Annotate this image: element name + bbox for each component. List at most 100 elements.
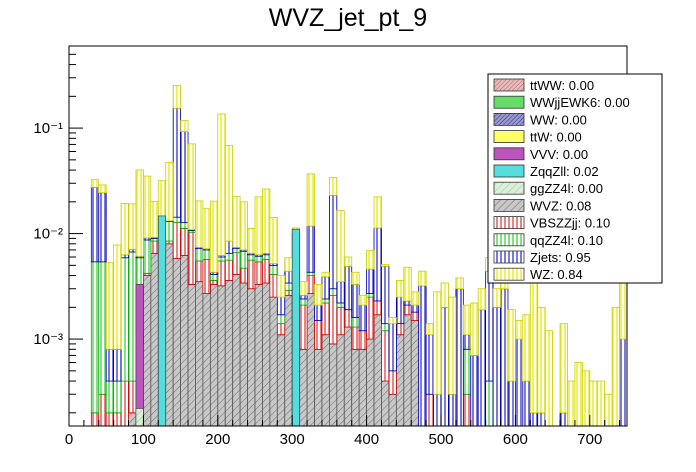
bar: [410, 291, 420, 306]
bar: [321, 298, 330, 304]
legend-label: ttW: 0.00: [530, 130, 582, 145]
bar: [299, 298, 308, 306]
bar: [403, 314, 412, 426]
bar: [254, 255, 263, 263]
legend-box: [487, 73, 663, 284]
bar: [113, 380, 122, 414]
bar: [284, 289, 293, 296]
legend-label: VBSZZjj: 0.10: [530, 216, 610, 231]
bar: [209, 279, 219, 285]
bar: [306, 173, 315, 227]
bar: [276, 323, 286, 336]
bar: [269, 264, 278, 275]
bar: [172, 107, 182, 218]
bar: [455, 277, 464, 290]
bar: [418, 285, 427, 426]
legend-swatch: [493, 113, 525, 126]
bar: [314, 348, 323, 426]
bar: [410, 320, 420, 426]
bar: [105, 348, 115, 382]
bar: [455, 288, 464, 426]
bar: [381, 264, 390, 267]
bar: [321, 302, 330, 336]
bar: [224, 240, 234, 254]
bar: [537, 412, 546, 426]
bar: [150, 200, 159, 238]
legend-swatch: [493, 198, 525, 212]
bar: [187, 283, 196, 426]
bar: [448, 296, 457, 395]
y-tick-label: 10⁻¹: [33, 120, 63, 137]
bar: [113, 244, 122, 350]
bar: [395, 279, 405, 298]
legend-label: WZ: 0.84: [530, 267, 583, 282]
bar: [358, 294, 368, 306]
bar: [351, 326, 360, 350]
bar: [232, 248, 241, 254]
bar: [262, 258, 271, 284]
overlay-zqqzll: [157, 215, 300, 426]
bar: [314, 320, 323, 350]
bar: [232, 274, 241, 426]
x-tick-label: 300: [280, 431, 305, 448]
bar: [269, 274, 278, 298]
bar: [351, 283, 360, 318]
bar: [462, 393, 472, 426]
bar: [328, 195, 338, 290]
bar: [381, 330, 390, 382]
bar: [366, 250, 375, 270]
bar: [98, 184, 107, 194]
x-tick-label: 400: [354, 431, 379, 448]
y-tick-label: 10⁻³: [33, 331, 63, 348]
bar: [515, 320, 524, 340]
bar: [135, 408, 144, 426]
bar: [224, 252, 234, 261]
bar: [217, 260, 226, 287]
bar: [314, 304, 323, 321]
bar: [239, 201, 248, 251]
x-tick-label: 200: [205, 431, 230, 448]
bar: [105, 380, 115, 414]
bar: [98, 192, 107, 263]
bar: [224, 259, 234, 281]
bar: [619, 338, 627, 426]
bar: [262, 188, 271, 254]
bar: [388, 323, 397, 372]
bar: [403, 300, 412, 306]
bar: [187, 143, 196, 231]
bar: [351, 271, 360, 285]
bar: [336, 306, 345, 336]
bar: [224, 145, 234, 242]
bar: [165, 162, 174, 222]
bar: [589, 380, 598, 426]
bar: [262, 282, 271, 426]
bar: [373, 196, 382, 229]
bar: [120, 257, 129, 382]
chart-title: WVZ_jet_pt_9: [269, 4, 427, 32]
bar: [98, 261, 107, 395]
bar: [358, 304, 368, 332]
legend-swatch: [493, 233, 525, 247]
bar: [477, 309, 487, 426]
bar: [343, 326, 353, 426]
bar: [381, 265, 390, 325]
bar: [239, 250, 248, 269]
bar: [619, 277, 627, 340]
legend-label: Zjets: 0.95: [530, 250, 591, 265]
bar: [180, 222, 189, 229]
bar: [336, 334, 345, 426]
bar: [172, 258, 182, 426]
bar: [172, 221, 182, 259]
bar: [321, 276, 330, 300]
bar: [299, 281, 308, 296]
bar: [172, 84, 182, 109]
bar: [492, 288, 501, 308]
bar: [395, 334, 405, 426]
bar: [611, 306, 620, 426]
bar: [381, 323, 390, 332]
bar: [544, 330, 553, 426]
series-wz: [90, 84, 627, 426]
bar: [418, 270, 427, 287]
bar: [291, 228, 300, 426]
